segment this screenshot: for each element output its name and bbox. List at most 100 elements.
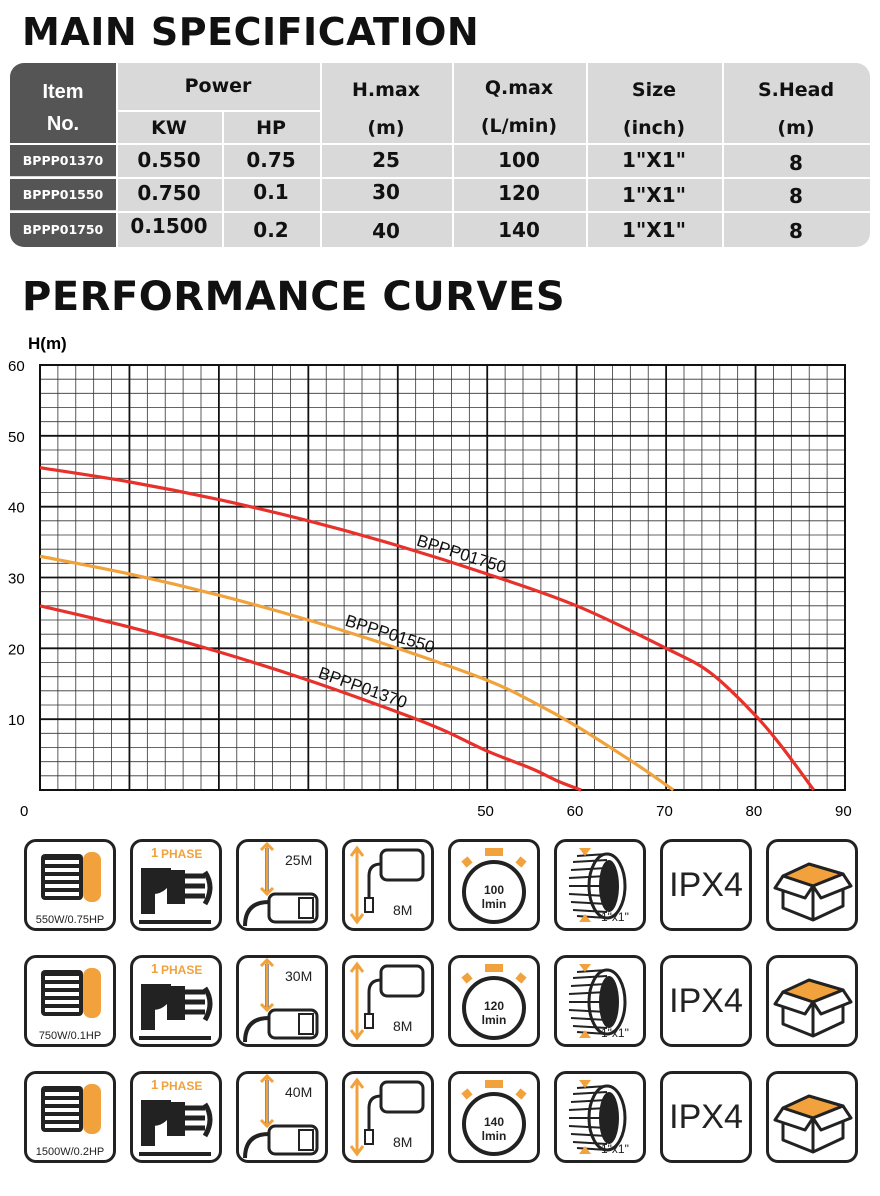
hmax-value: 30: [372, 180, 400, 204]
shead-value: 8: [789, 219, 803, 243]
flow-value-label: 120: [483, 999, 505, 1013]
kw-value: 0.550: [137, 148, 201, 172]
item-label: Item: [42, 81, 84, 103]
phase-number-label: 1: [151, 1077, 159, 1092]
qmax-value: 120: [498, 181, 540, 205]
qmax-unit: (L/min): [480, 115, 558, 137]
x-tick-label: 70: [656, 803, 673, 820]
size-value: 1"X1": [621, 218, 687, 242]
spec-table: Item No. Power KW HP H.max (m) Q.max (L/…: [10, 63, 870, 247]
motor-power-label: 1500W/0.2HP: [35, 1146, 105, 1158]
flow-unit-label: lmin: [481, 1129, 507, 1143]
motor-power-label: 550W/0.75HP: [35, 914, 105, 926]
hp-value: 0.75: [246, 148, 296, 172]
flow-timer-icon: 140 lmin: [448, 1071, 540, 1163]
phase-label: PHASE: [161, 1079, 203, 1093]
package-box-icon: [766, 839, 858, 931]
y-axis-label: H(m): [28, 334, 67, 353]
x-tick-label: 0: [20, 803, 28, 820]
x-tick-label: 80: [746, 803, 763, 820]
hp-value: 0.1: [253, 180, 289, 204]
hose-size-icon: 1"x1": [554, 1071, 646, 1163]
max-head-label: 25M: [285, 852, 313, 868]
hmax-header: H.max: [352, 79, 420, 101]
suction-head-label: 8M: [393, 1018, 413, 1034]
shead-value: 8: [789, 151, 803, 175]
single-phase-plug-icon: 1 PHASE: [130, 1071, 222, 1163]
suction-head-pump-icon: 8M: [342, 1071, 434, 1163]
flow-timer-icon: 120 lmin: [448, 955, 540, 1047]
spec-title: MAIN SPECIFICATION: [22, 10, 480, 54]
hmax-unit: (m): [367, 117, 405, 139]
x-tick-label: 60: [567, 803, 584, 820]
hose-size-label: 1"x1": [601, 1026, 629, 1040]
row-id: BPPP01370: [10, 145, 116, 176]
y-tick-label: 40: [8, 500, 25, 517]
qmax-value: 100: [498, 148, 540, 172]
motor-icon: 1500W/0.2HP: [24, 1071, 116, 1163]
ipx4-rating-icon: IPX4: [660, 1071, 752, 1163]
motor-power-label: 750W/0.1HP: [38, 1030, 102, 1042]
max-head-pump-icon: 25M: [236, 839, 328, 931]
single-phase-plug-icon: 1 PHASE: [130, 955, 222, 1047]
hose-size-icon: 1"x1": [554, 955, 646, 1047]
suction-head-label: 8M: [393, 1134, 413, 1150]
hmax-value: 40: [372, 219, 400, 243]
phase-number-label: 1: [151, 845, 159, 860]
y-tick-label: 50: [8, 429, 25, 446]
qmax-value: 140: [498, 218, 540, 242]
suction-head-pump-icon: 8M: [342, 839, 434, 931]
shead-unit: (m): [777, 117, 815, 139]
hose-size-label: 1"x1": [601, 1142, 629, 1156]
size-header: Size: [631, 79, 677, 101]
phase-number-label: 1: [151, 961, 159, 976]
ip-rating-label: IPX4: [669, 866, 743, 904]
suction-head-pump-icon: 8M: [342, 955, 434, 1047]
ip-rating-label: IPX4: [669, 982, 743, 1020]
kw-header: KW: [151, 117, 187, 139]
flow-unit-label: lmin: [481, 897, 507, 911]
size-value: 1"X1": [621, 148, 687, 172]
flow-value-label: 100: [483, 883, 505, 897]
phase-label: PHASE: [161, 963, 203, 977]
package-box-icon: [766, 955, 858, 1047]
ipx4-rating-icon: IPX4: [660, 839, 752, 931]
ip-rating-label: IPX4: [669, 1098, 743, 1136]
curve-bppp01550: [39, 554, 675, 792]
flow-timer-icon: 100 lmin: [448, 839, 540, 931]
x-tick-label: 50: [477, 803, 494, 820]
kw-value: 0.750: [137, 181, 201, 205]
kw-value: 0.1500: [130, 214, 208, 238]
package-box-icon: [766, 1071, 858, 1163]
item-no-header: Item No.: [10, 63, 116, 143]
flow-unit-label: lmin: [481, 1013, 507, 1027]
max-head-pump-icon: 30M: [236, 955, 328, 1047]
hmax-value: 25: [372, 148, 400, 172]
hose-size-icon: 1"x1": [554, 839, 646, 931]
curve-bppp01750: [39, 466, 815, 791]
power-header: Power: [184, 75, 252, 97]
max-head-label: 40M: [285, 1084, 313, 1100]
no-label: No.: [46, 113, 80, 135]
x-tick-label: 90: [835, 803, 852, 820]
row-id: BPPP01550: [10, 179, 116, 210]
motor-icon: 750W/0.1HP: [24, 955, 116, 1047]
phase-label: PHASE: [161, 847, 203, 861]
plot-frame: [39, 364, 846, 791]
hp-value: 0.2: [253, 218, 289, 242]
max-head-label: 30M: [285, 968, 313, 984]
suction-head-label: 8M: [393, 902, 413, 918]
flow-value-label: 140: [483, 1115, 505, 1129]
single-phase-plug-icon: 1 PHASE: [130, 839, 222, 931]
y-tick-label: 60: [8, 358, 25, 375]
performance-title: PERFORMANCE CURVES: [22, 274, 566, 320]
ipx4-rating-icon: IPX4: [660, 955, 752, 1047]
y-tick-label: 10: [8, 712, 25, 729]
shead-value: 8: [789, 184, 803, 208]
row-id: BPPP01750: [10, 213, 116, 247]
shead-header: S.Head: [757, 79, 835, 101]
hp-header: HP: [256, 117, 286, 139]
size-value: 1"X1": [621, 183, 687, 207]
y-tick-label: 30: [8, 571, 25, 588]
